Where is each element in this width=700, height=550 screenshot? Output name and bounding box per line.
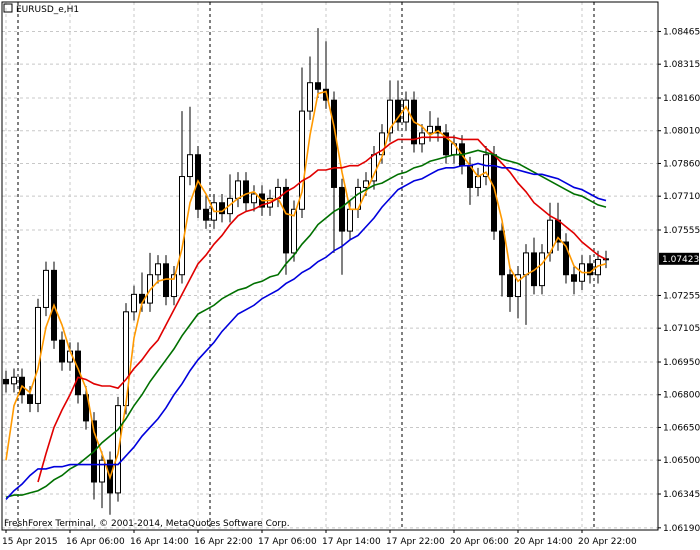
x-tick-label: 16 Apr 22:00 [194,537,253,547]
candle-body [515,274,521,298]
x-tick-label: 17 Apr 14:00 [322,537,381,547]
y-tick-label: 1.07555 [663,226,700,236]
y-tick-label: 1.06650 [663,423,700,433]
x-tick-label: 20 Apr 22:00 [578,537,637,547]
moving-average [37,136,607,483]
candle-body [315,82,321,90]
candle-body [435,125,441,134]
y-tick-label: 1.07710 [663,192,700,202]
y-tick-label: 1.07105 [663,324,700,334]
candle-body [427,125,433,134]
candle-body [291,208,297,254]
plot [3,28,609,515]
current-price-label: 1.07423 [662,255,699,265]
y-tick-label: 1.06800 [663,391,700,401]
footer: FreshForex Terminal, © 2001-2014, MetaQu… [4,519,290,529]
moving-average [5,149,607,499]
candle-body [339,186,345,232]
candle-body [299,110,305,210]
candle-body [243,180,249,204]
candle-body [235,180,241,199]
candle-body [99,459,105,483]
candle-body [155,263,161,276]
x-tick-label: 16 Apr 14:00 [130,537,189,547]
candle-body [347,208,353,232]
y-tick-label: 1.07860 [663,159,700,169]
candle-body [179,176,185,276]
candle-body [187,154,193,178]
y-tick-label: 1.06345 [663,490,700,500]
x-tick-label: 17 Apr 22:00 [386,537,445,547]
y-tick-label: 1.08010 [663,127,700,137]
plot-border [1,1,659,531]
y-tick-label: 1.08315 [663,60,700,70]
x-tick-label: 17 Apr 06:00 [258,537,317,547]
y-tick-label: 1.06190 [663,524,700,534]
y-tick-label: 1.06950 [663,358,700,368]
x-tick-label: 16 Apr 06:00 [66,537,125,547]
candle-body [219,202,225,215]
candle-body [475,176,481,188]
candle-body [563,241,569,276]
candle-body [83,394,89,422]
candle-body [59,339,65,363]
y-tick-label: 1.06500 [663,456,700,466]
candle-body [27,394,33,404]
x-tick-label: 20 Apr 06:00 [450,537,509,547]
candle-body [523,252,529,276]
candle-body [283,186,289,254]
y-tick-label: 1.08160 [663,94,700,104]
chart-icon [3,3,13,13]
candle-body [171,274,177,298]
candle-body [507,274,513,298]
candle-body [331,99,337,188]
axes: 1.08465 1.08315 1.08160 1.08010 1.07860 1.077… [2,27,700,547]
x-tick-label: 20 Apr 14:00 [514,537,573,547]
candle-body [587,263,593,276]
candle-body [43,269,49,308]
chart-title: EURUSD_e,H1 [16,5,79,15]
candle-body [307,82,313,112]
y-tick-label: 1.07255 [663,291,700,301]
candle-body [11,376,17,385]
moving-average [5,162,607,500]
candle-body [539,252,545,287]
y-tick-label: 1.08465 [663,27,700,37]
candle-body [443,132,449,156]
candle-body [251,193,257,204]
candle-body [131,293,137,313]
x-tick-label: 15 Apr 2015 [2,537,58,547]
candle-body [571,274,577,282]
current-price-box [659,252,699,265]
candle-body [3,378,9,385]
candle-body [203,208,209,221]
moving-average [5,90,607,481]
candle-body [387,99,393,134]
candle-body [395,99,401,123]
candle-body [499,230,505,276]
candle-body [363,180,369,188]
